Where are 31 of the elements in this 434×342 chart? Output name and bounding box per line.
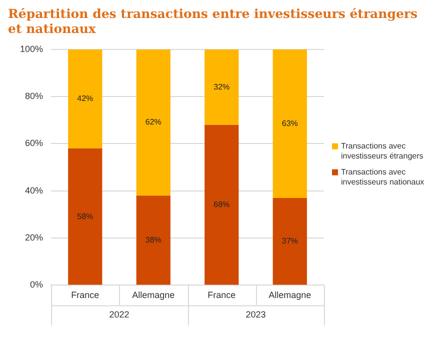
legend-label: Transactions avec investisseurs étrangers (341, 142, 424, 161)
data-label: 37% (282, 236, 298, 246)
x-tick-label: Allemagne (132, 290, 175, 300)
data-label: 38% (145, 235, 162, 244)
bar (204, 49, 239, 125)
y-tick-label: 60% (25, 138, 44, 148)
data-label: 42% (77, 94, 94, 104)
y-tick-label: 100% (20, 44, 44, 54)
bar (272, 198, 307, 285)
y-tick-label: 0% (30, 280, 44, 290)
data-label: 68% (214, 200, 230, 209)
data-label: 32% (214, 82, 230, 92)
bar (136, 49, 170, 196)
bar (136, 196, 170, 285)
bar (68, 148, 102, 285)
y-tick-label: 20% (25, 232, 44, 243)
chart-title: Répartition des transactions entre investisseurs étrangers et nationaux (7, 5, 419, 36)
legend-label: Transactions avec investisseurs nationaux (341, 168, 424, 187)
text: 2022 (109, 310, 130, 320)
text: 2023 (246, 310, 266, 320)
y-tick-label: 40% (25, 185, 44, 196)
bar (68, 49, 102, 148)
bar (204, 124, 239, 285)
data-label: 62% (145, 118, 162, 127)
bar (272, 49, 307, 198)
x-tick-label: France (208, 290, 236, 300)
x-tick-label: Allemagne (268, 290, 312, 300)
y-tick-label: 80% (25, 91, 44, 102)
data-label: 63% (282, 118, 298, 128)
x-tick-label: France (71, 290, 100, 300)
data-label: 58% (77, 212, 94, 221)
